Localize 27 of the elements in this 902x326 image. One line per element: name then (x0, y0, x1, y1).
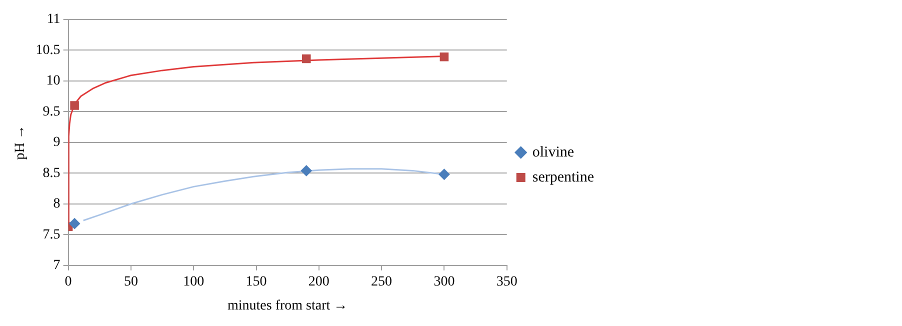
y-tick-label: 7 (53, 258, 60, 274)
y-tick-label: 10.5 (36, 42, 60, 58)
y-tick-label: 9.5 (42, 104, 60, 120)
y-tick-label: 7.5 (42, 227, 60, 242)
x-tick-label: 150 (246, 274, 267, 290)
y-tick-label: 9 (53, 135, 60, 150)
point (438, 168, 450, 180)
y-tick-label: 11 (46, 12, 60, 28)
x-tick-label: 200 (308, 274, 330, 290)
x-tick-label: 300 (434, 274, 455, 290)
legend-label: olivine (532, 144, 574, 160)
point (300, 165, 312, 176)
point (440, 52, 449, 62)
legend-label: serpentine (532, 169, 594, 186)
y-tick-label: 8.5 (42, 166, 60, 181)
point (302, 54, 311, 64)
y-tick-label: 10 (46, 74, 60, 89)
x-tick-label: 250 (371, 274, 392, 290)
point (70, 101, 79, 110)
x-tick-label: 100 (183, 274, 204, 290)
y-axis-title: pH → (13, 125, 28, 160)
x-tick-label: 0 (64, 274, 72, 290)
point (69, 218, 80, 230)
x-tick-label: 50 (124, 274, 138, 290)
x-tick-label: 350 (496, 274, 518, 290)
y-tick-label: 8 (53, 196, 60, 212)
x-axis-title: minutes from start → (228, 298, 348, 314)
